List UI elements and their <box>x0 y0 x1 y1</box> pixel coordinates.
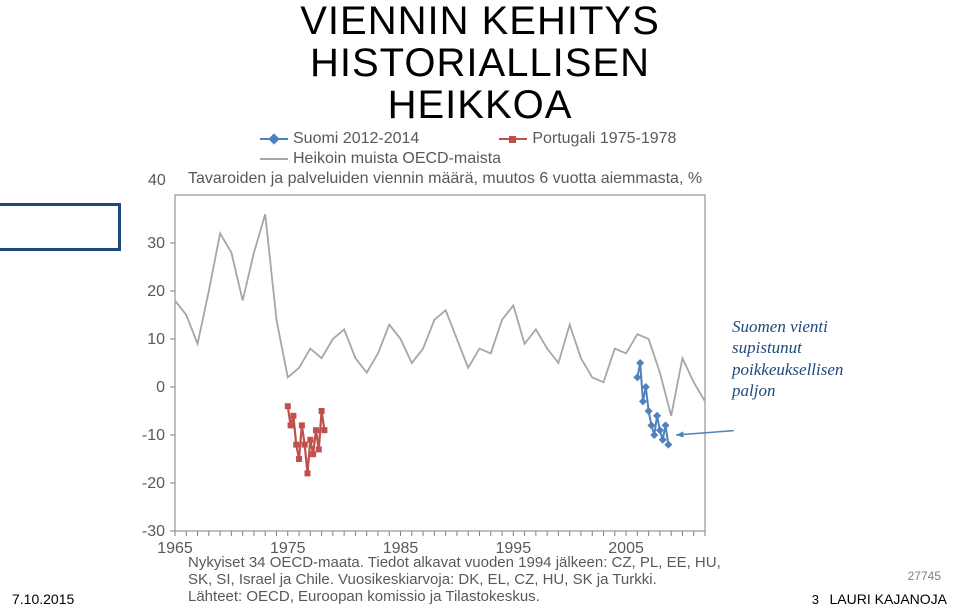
annotation-line: paljon <box>732 380 902 401</box>
svg-text:30: 30 <box>147 235 165 252</box>
y-tick-40: 40 <box>148 172 166 190</box>
title-line-1: VIENNIN KEHITYS <box>200 0 760 42</box>
annotation-line: Suomen vienti <box>732 316 902 337</box>
legend-marker-line <box>260 158 288 160</box>
footer-line-3: Lähteet: OECD, Euroopan komissio ja Tila… <box>188 588 540 606</box>
slide-code: 27745 <box>908 569 941 583</box>
legend-item-suomi: Suomi 2012-2014 <box>260 130 419 148</box>
accent-bar-bottom <box>0 248 120 251</box>
legend-label: Portugali 1975-1978 <box>532 130 676 148</box>
legend-marker-line <box>260 138 288 140</box>
chart-svg: -30-20-10010203019651975198519952005 <box>175 195 705 531</box>
svg-text:0: 0 <box>156 379 165 396</box>
svg-text:-30: -30 <box>142 523 165 540</box>
svg-text:-10: -10 <box>142 427 165 444</box>
chart-legend: Suomi 2012-2014 Portugali 1975-1978 Heik… <box>260 130 700 170</box>
square-icon <box>509 136 516 143</box>
svg-text:10: 10 <box>147 331 165 348</box>
accent-bar-v <box>118 203 121 251</box>
footer-date: 7.10.2015 <box>12 591 74 607</box>
annotation-text: Suomen vienti supistunut poikkeuksellise… <box>732 316 902 401</box>
footer-line-2: SK, SI, Israel ja Chile. Vuosikeskiarvoj… <box>188 571 657 589</box>
title-line-2: HISTORIALLISEN <box>200 42 760 84</box>
legend-marker-line <box>499 138 527 140</box>
legend-row-1: Suomi 2012-2014 Portugali 1975-1978 <box>260 130 700 148</box>
title-line-3: HEIKKOA <box>200 84 760 126</box>
svg-text:-20: -20 <box>142 475 165 492</box>
annotation-line: poikkeuksellisen <box>732 359 902 380</box>
footer-line-1: Nykyiset 34 OECD-maata. Tiedot alkavat v… <box>188 554 721 572</box>
chart-subtitle: Tavaroiden ja palveluiden viennin määrä,… <box>188 170 702 188</box>
annotation-line: supistunut <box>732 337 902 358</box>
page-number: 3 <box>812 592 819 607</box>
legend-row-2: Heikoin muista OECD-maista <box>260 150 700 168</box>
legend-item-portugali: Portugali 1975-1978 <box>499 130 676 148</box>
accent-bar-top <box>0 203 120 206</box>
svg-text:20: 20 <box>147 283 165 300</box>
chart: -30-20-10010203019651975198519952005 <box>175 195 705 531</box>
legend-label: Heikoin muista OECD-maista <box>293 150 501 168</box>
slide: VIENNIN KEHITYS HISTORIALLISEN HEIKKOA S… <box>0 0 959 615</box>
diamond-icon <box>268 133 279 144</box>
legend-item-heikoin: Heikoin muista OECD-maista <box>260 150 501 168</box>
footer-author: LAURI KAJANOJA <box>830 591 947 607</box>
legend-label: Suomi 2012-2014 <box>293 130 419 148</box>
slide-title: VIENNIN KEHITYS HISTORIALLISEN HEIKKOA <box>200 0 760 126</box>
